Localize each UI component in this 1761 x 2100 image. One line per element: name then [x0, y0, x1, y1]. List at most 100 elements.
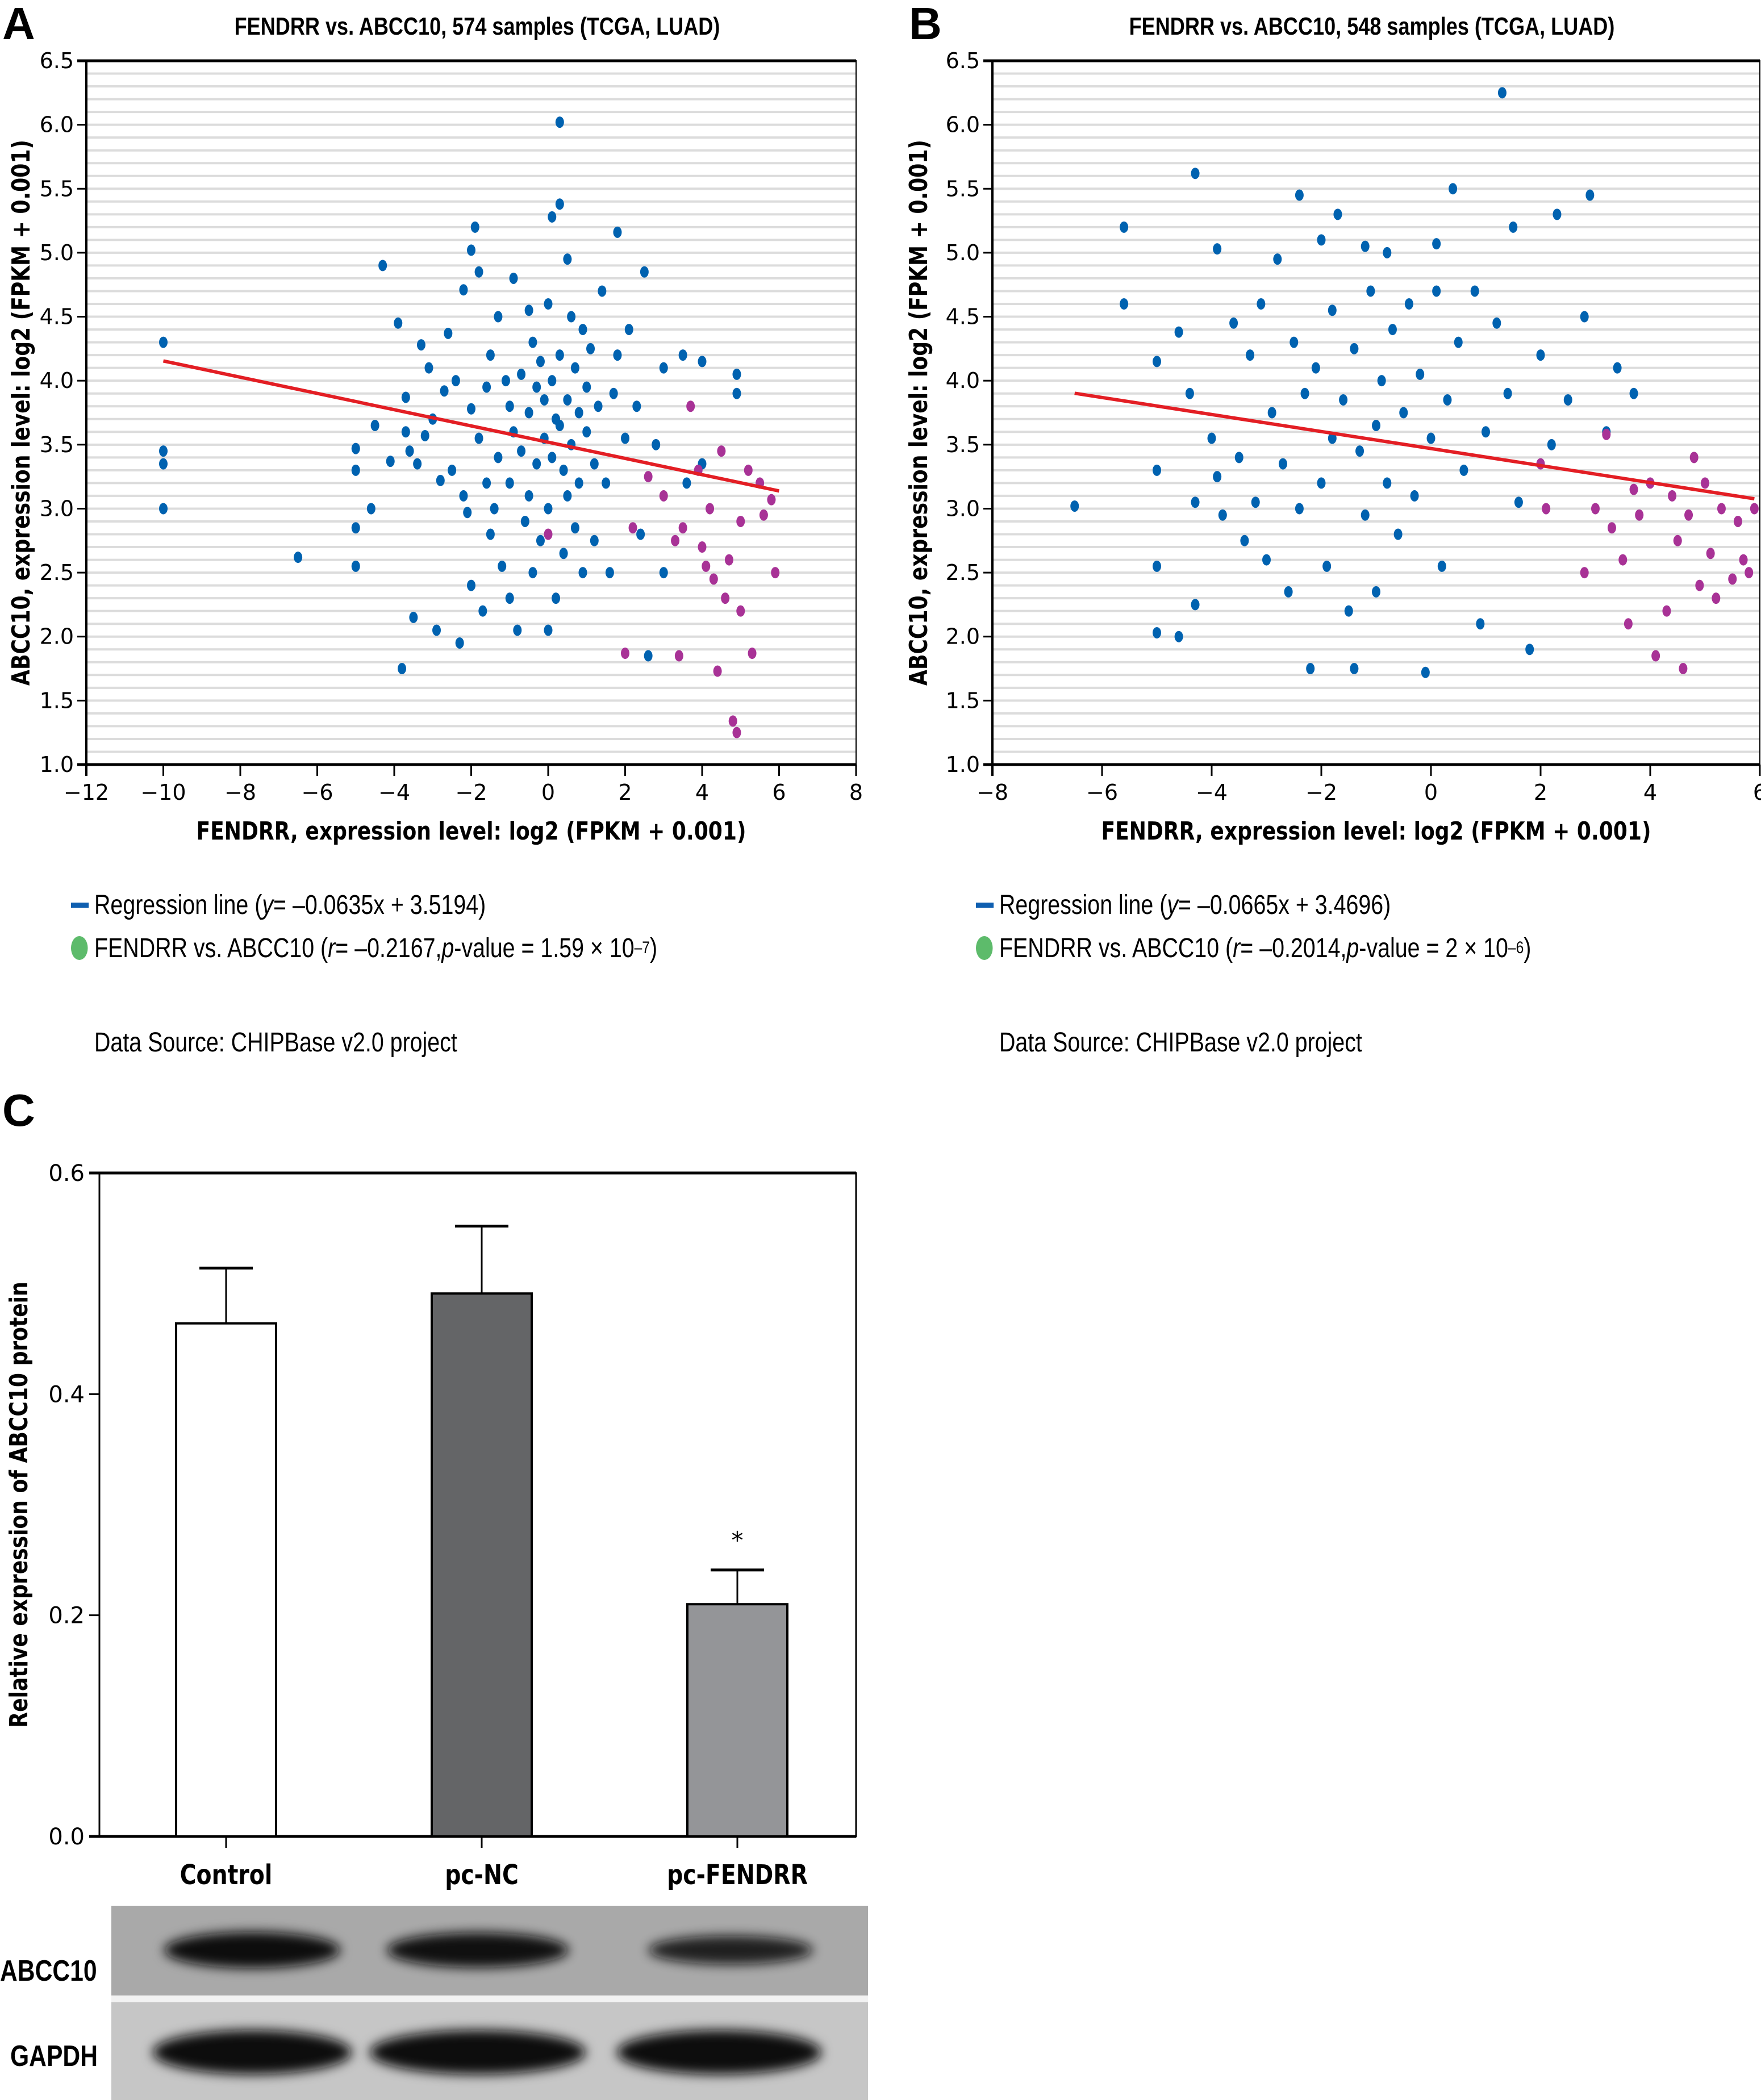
blot-separator — [111, 1995, 868, 2002]
data-point — [440, 385, 449, 397]
data-point — [555, 349, 564, 361]
legend-var: y — [1167, 890, 1179, 920]
data-point — [1317, 234, 1326, 246]
data-point — [605, 567, 614, 579]
western-blot-image — [111, 1906, 868, 2100]
data-point — [1295, 503, 1304, 515]
legend-text: Regression line ( — [94, 890, 262, 920]
data-point — [1432, 285, 1441, 297]
y-tick-label: 3.5 — [946, 432, 980, 457]
data-point — [1333, 208, 1342, 220]
data-point — [1213, 471, 1222, 483]
y-tick-label: 4.0 — [40, 368, 74, 393]
data-point — [524, 490, 533, 502]
x-tick-label: pc-NC — [445, 1859, 519, 1891]
data-point — [613, 226, 622, 238]
blot-label-abcc10: ABCC10 — [0, 1955, 97, 1988]
data-point — [451, 375, 460, 387]
data-point — [1229, 317, 1238, 329]
data-point — [574, 407, 583, 419]
data-point — [706, 503, 715, 515]
data-point — [586, 343, 595, 354]
data-point — [459, 490, 468, 502]
x-tick-label: 2 — [618, 780, 632, 805]
legend-b-correlation: FENDRR vs. ABCC10 (r = –0.2014, p -value … — [976, 926, 1531, 970]
data-point — [413, 458, 422, 470]
data-point — [1750, 503, 1759, 515]
data-point — [567, 311, 576, 323]
legend-text: ) — [649, 933, 658, 963]
data-point — [767, 494, 776, 506]
x-tick-label: −2 — [1305, 780, 1337, 805]
data-point — [644, 650, 653, 662]
data-point — [1372, 586, 1380, 598]
data-point — [1284, 586, 1293, 598]
data-point — [494, 311, 503, 323]
data-point — [351, 464, 360, 476]
data-point — [498, 560, 507, 572]
data-point — [1624, 618, 1633, 630]
data-point — [474, 432, 483, 444]
data-point — [1629, 387, 1638, 399]
data-point — [401, 426, 410, 438]
data-point — [594, 400, 603, 412]
data-point — [590, 535, 599, 546]
y-tick-label: 6.5 — [946, 51, 980, 73]
x-tick-label: −8 — [224, 780, 256, 805]
data-point — [1153, 464, 1161, 476]
data-point — [409, 611, 418, 623]
y-tick-label: 0.6 — [48, 1160, 85, 1187]
legend-text: -value = 1.59 × 10 — [454, 933, 635, 963]
data-point — [582, 381, 591, 393]
data-point — [1273, 253, 1282, 265]
data-point — [532, 458, 541, 470]
data-point — [436, 474, 445, 486]
data-point — [1613, 362, 1622, 374]
data-point — [1651, 650, 1660, 662]
y-tick-label: 2.5 — [946, 560, 980, 585]
legend-exponent: –6 — [1508, 938, 1524, 957]
data-point — [1695, 579, 1704, 591]
data-point — [621, 432, 629, 444]
data-point — [459, 284, 468, 296]
data-point — [482, 381, 491, 393]
data-point — [624, 324, 633, 336]
data-point — [1689, 452, 1699, 464]
data-point — [1602, 428, 1611, 440]
y-tick-label: 3.0 — [40, 496, 74, 521]
data-point — [678, 349, 687, 361]
data-point — [590, 458, 599, 470]
data-point — [1295, 189, 1304, 201]
x-tick-label: −4 — [378, 780, 410, 805]
data-point — [467, 244, 475, 256]
data-point — [1317, 477, 1326, 489]
data-point — [486, 349, 495, 361]
legend-text: Regression line ( — [999, 890, 1167, 920]
data-point — [1712, 592, 1721, 604]
data-point — [351, 522, 360, 534]
data-point — [598, 285, 607, 297]
y-tick-label: 1.0 — [946, 752, 980, 777]
data-point — [1454, 336, 1463, 348]
x-tick-label: −10 — [140, 780, 186, 805]
data-point — [602, 477, 611, 489]
data-point — [1322, 560, 1332, 572]
data-point — [1251, 496, 1260, 508]
data-point — [559, 464, 568, 476]
y-tick-label: 1.0 — [40, 752, 74, 777]
data-point — [702, 560, 711, 572]
data-point — [559, 548, 568, 560]
data-point — [1476, 618, 1485, 630]
data-point — [416, 339, 425, 351]
data-point — [1509, 221, 1518, 233]
data-point — [1421, 666, 1430, 678]
data-point — [482, 477, 491, 489]
x-tick-label: 2 — [1534, 780, 1547, 805]
y-tick-label: 0.4 — [48, 1381, 85, 1408]
bar-chart-c: 0.0 0.2 0.4 0.6 Relative expression of ABCC1… — [5, 1160, 857, 1891]
data-point — [728, 715, 737, 727]
y-tick-label: 4.0 — [946, 368, 980, 393]
data-point — [574, 477, 583, 489]
data-source-a: Data Source: CHIPBase v2.0 project — [71, 1021, 657, 1064]
data-point — [555, 420, 564, 432]
